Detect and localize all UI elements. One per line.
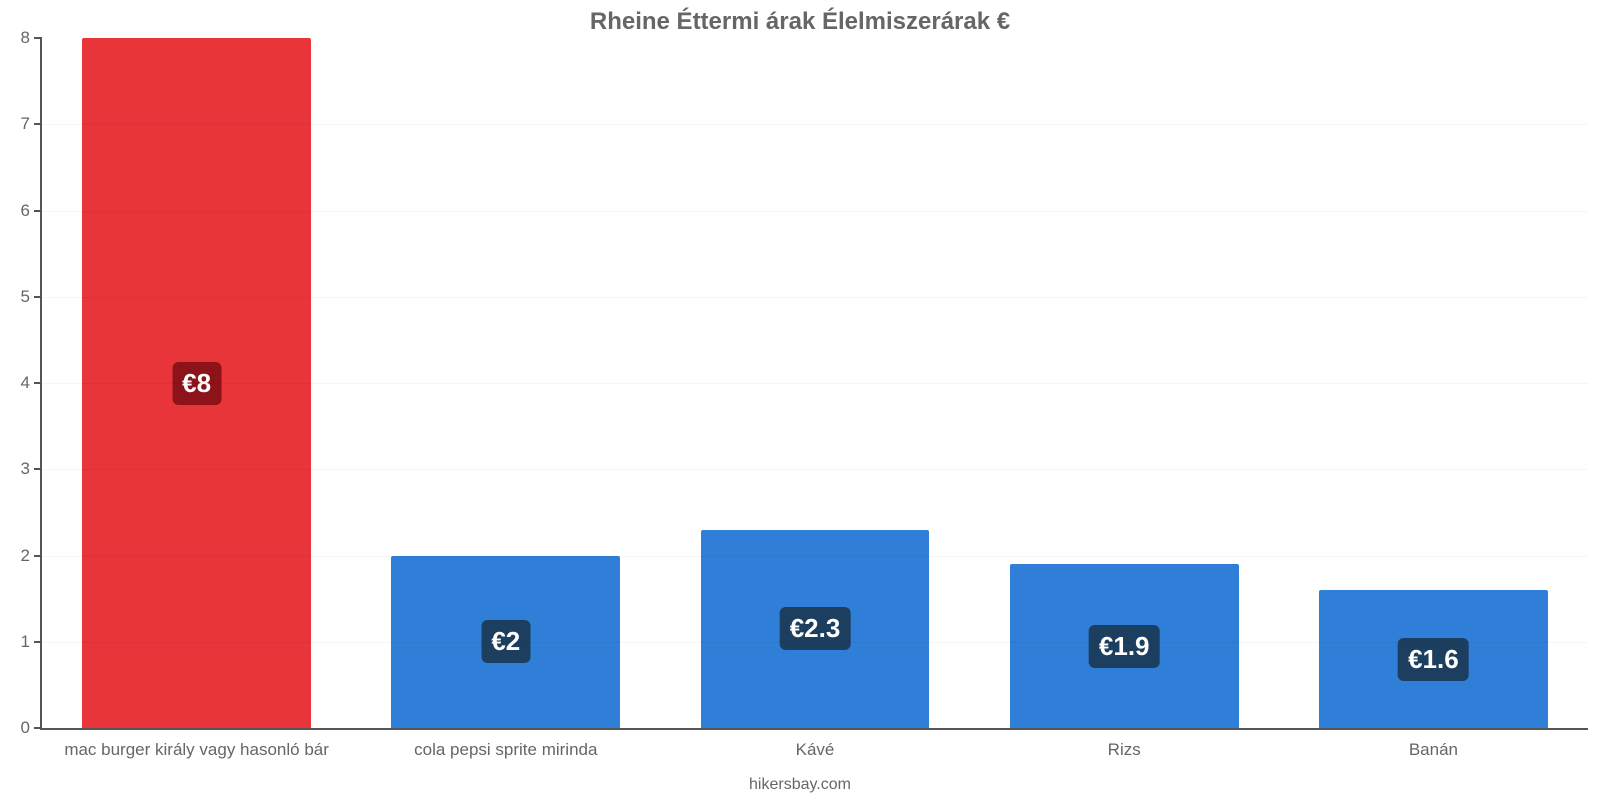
value-badge: €1.6 <box>1398 638 1469 681</box>
y-tick-label: 0 <box>21 718 30 738</box>
y-tick-label: 8 <box>21 28 30 48</box>
grid-line <box>42 556 1588 557</box>
x-category-label: Banán <box>1279 740 1588 760</box>
y-tick-mark <box>34 296 42 298</box>
x-category-label: Rizs <box>970 740 1279 760</box>
grid-line <box>42 297 1588 298</box>
chart-wrapper: Rheine Éttermi árak Élelmiszerárak € €8m… <box>0 0 1600 800</box>
y-tick-label: 5 <box>21 287 30 307</box>
y-tick-mark <box>34 37 42 39</box>
value-badge: €1.9 <box>1089 625 1160 668</box>
y-tick-label: 4 <box>21 373 30 393</box>
y-tick-label: 2 <box>21 546 30 566</box>
y-tick-mark <box>34 210 42 212</box>
x-category-label: Kávé <box>660 740 969 760</box>
plot-area: €8mac burger király vagy hasonló bár€2co… <box>40 38 1588 730</box>
grid-line <box>42 124 1588 125</box>
y-tick-mark <box>34 727 42 729</box>
grid-line <box>42 469 1588 470</box>
value-badge: €2.3 <box>780 607 851 650</box>
y-tick-mark <box>34 123 42 125</box>
y-tick-mark <box>34 555 42 557</box>
y-tick-label: 7 <box>21 114 30 134</box>
y-tick-label: 1 <box>21 632 30 652</box>
grid-line <box>42 383 1588 384</box>
attribution: hikersbay.com <box>0 776 1600 794</box>
grid-line <box>42 642 1588 643</box>
y-tick-label: 3 <box>21 459 30 479</box>
grid-line <box>42 211 1588 212</box>
y-tick-mark <box>34 382 42 384</box>
y-tick-mark <box>34 641 42 643</box>
x-category-label: cola pepsi sprite mirinda <box>351 740 660 760</box>
y-tick-mark <box>34 468 42 470</box>
y-tick-label: 6 <box>21 201 30 221</box>
chart-title: Rheine Éttermi árak Élelmiszerárak € <box>0 8 1600 36</box>
x-category-label: mac burger király vagy hasonló bár <box>42 740 351 760</box>
